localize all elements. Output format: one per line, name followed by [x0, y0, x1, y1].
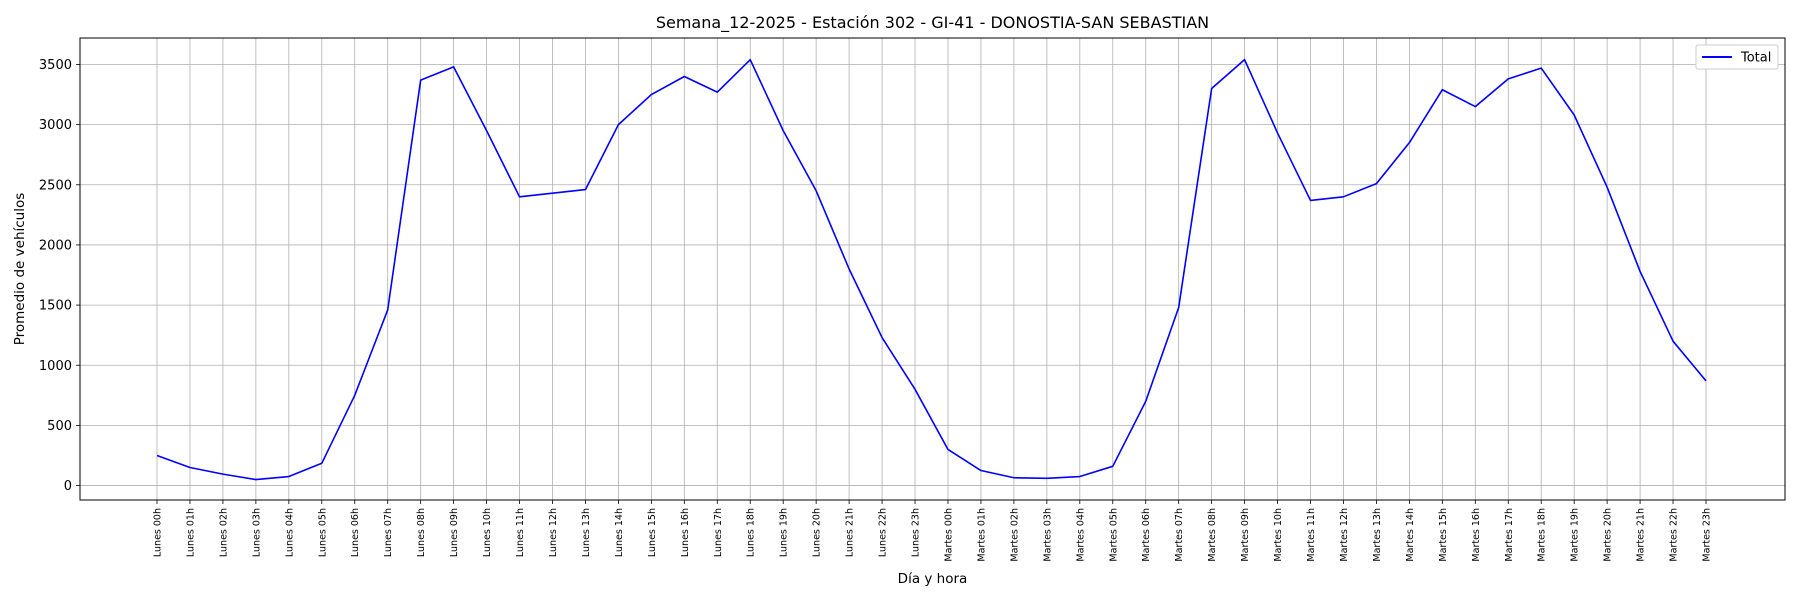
y-tick-label: 3000 [39, 118, 72, 133]
legend-box [1695, 44, 1779, 70]
x-tick-label: Lunes 17h [713, 508, 724, 557]
x-tick-label: Martes 16h [1471, 508, 1482, 562]
x-tick-label: Lunes 12h [548, 508, 559, 557]
x-tick-label: Martes 19h [1570, 508, 1581, 562]
x-tick-label: Martes 06h [1141, 508, 1152, 562]
x-tick-label: Martes 20h [1603, 508, 1614, 562]
x-tick-label: Martes 10h [1273, 508, 1284, 562]
x-tick-label: Martes 17h [1504, 508, 1515, 562]
series-line-0 [156, 58, 1707, 481]
x-tick-label: Lunes 09h [449, 508, 460, 557]
x-tick-label: Lunes 03h [251, 508, 262, 557]
x-tick-label: Lunes 20h [812, 508, 823, 557]
x-tick-label: Martes 18h [1537, 508, 1548, 562]
x-tick-label: Martes 07h [1174, 508, 1185, 562]
x-tick-label: Martes 04h [1075, 508, 1086, 562]
x-tick-label: Lunes 18h [746, 508, 757, 557]
x-tick-label: Martes 05h [1108, 508, 1119, 562]
y-tick-label: 2500 [39, 178, 72, 193]
y-tick-label: 500 [47, 419, 72, 434]
x-tick-label: Lunes 05h [317, 508, 328, 557]
x-tick-label: Lunes 10h [482, 508, 493, 557]
x-tick-label: Martes 15h [1438, 508, 1449, 562]
x-tick-label: Lunes 23h [911, 508, 922, 557]
x-tick-label: Martes 14h [1405, 508, 1416, 562]
y-axis-ticks: 0 500 1000 1500 2000 2500 3000 3500 [39, 58, 80, 494]
x-tick-label: Martes 12h [1339, 508, 1350, 562]
x-tick-label: Martes 02h [1009, 508, 1020, 562]
x-tick-label: Lunes 13h [581, 508, 592, 557]
x-tick-label: Lunes 06h [350, 508, 361, 557]
x-tick-label: Lunes 02h [218, 508, 229, 557]
x-tick-label: Lunes 22h [878, 508, 889, 557]
grid-lines [80, 38, 1785, 500]
x-tick-label: Martes 11h [1306, 508, 1317, 562]
legend-label-total: Total [1740, 51, 1771, 66]
x-tick-label: Lunes 15h [647, 508, 658, 557]
x-tick-label: Lunes 04h [284, 508, 295, 557]
x-tick-label: Martes 08h [1207, 508, 1218, 562]
x-tick-label: Lunes 07h [383, 508, 394, 557]
series-layer [156, 58, 1707, 481]
x-tick-label: Lunes 01h [185, 508, 196, 557]
y-tick-label: 1500 [39, 299, 72, 314]
y-tick-label: 3500 [39, 58, 72, 73]
y-tick-label: 1000 [39, 359, 72, 374]
x-tick-label: Lunes 21h [845, 508, 856, 557]
chart-title: Semana_12-2025 - Estación 302 - GI-41 - … [656, 13, 1209, 33]
plot-area-frame [79, 37, 1786, 501]
x-tick-label: Martes 09h [1240, 508, 1251, 562]
x-tick-label: Lunes 08h [416, 508, 427, 557]
x-tick-label: Lunes 14h [614, 508, 625, 557]
x-tick-label: Lunes 19h [779, 508, 790, 557]
x-tick-label: Martes 21h [1636, 508, 1647, 562]
x-tick-label: Martes 01h [976, 508, 987, 562]
x-axis-label: Día y hora [898, 571, 968, 587]
y-axis-label: Promedio de vehículos [12, 193, 28, 346]
x-tick-label: Lunes 00h [153, 508, 164, 557]
x-tick-label: Martes 03h [1042, 508, 1053, 562]
x-tick-label: Martes 23h [1702, 508, 1713, 562]
y-tick-label: 2000 [39, 238, 72, 253]
legend: Total [1695, 44, 1779, 70]
x-tick-label: Martes 00h [943, 508, 954, 562]
y-tick-label: 0 [64, 479, 72, 494]
x-tick-label: Lunes 11h [515, 508, 526, 557]
x-tick-label: Martes 13h [1372, 508, 1383, 562]
x-axis-ticks: Lunes 00h Lunes 01h Lunes 02h Lunes 03h Lune… [153, 500, 1713, 562]
x-tick-label: Martes 22h [1669, 508, 1680, 562]
x-tick-label: Lunes 16h [680, 508, 691, 557]
